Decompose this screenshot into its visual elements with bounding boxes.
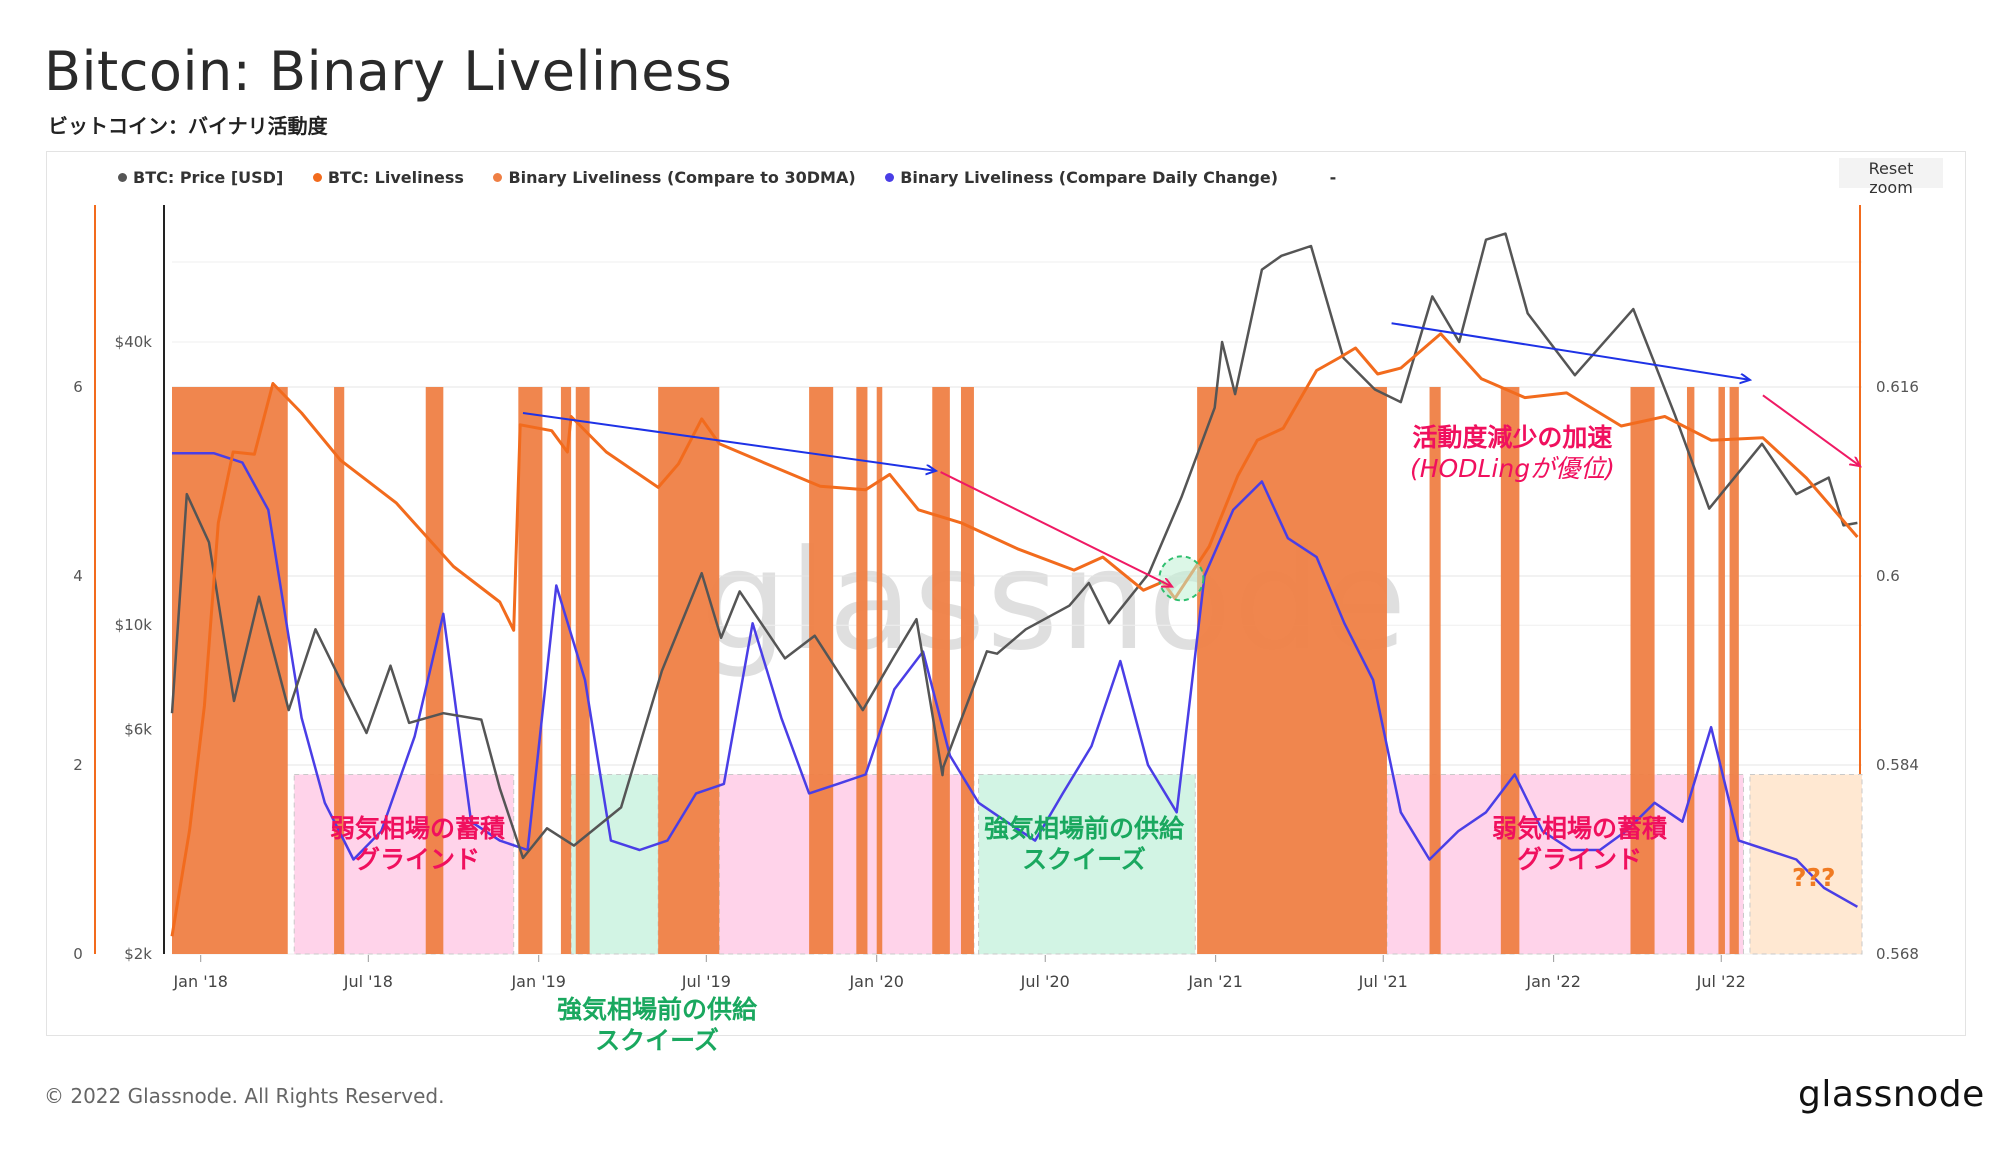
binary-30dma-block: [1729, 387, 1739, 954]
region-bear_grind: [1386, 773, 1744, 955]
x-tick-label: Jul '22: [1696, 972, 1746, 991]
x-tick-label: Jan '19: [510, 972, 566, 991]
annotation-bear-grind-2: 弱気相場の蓄積 グラインド: [1492, 813, 1667, 875]
legend-dot-icon: [493, 173, 503, 182]
x-tick-label: Jul '21: [1358, 972, 1408, 991]
annotation-line: (HODLingが優位): [1410, 454, 1615, 483]
legend-item-binary-30dma[interactable]: Binary Liveliness (Compare to 30DMA): [493, 168, 856, 187]
glassnode-logo: glassnode: [1798, 1074, 1985, 1115]
annotation-line: 弱気相場の蓄積: [330, 814, 506, 843]
chart-frame: [46, 151, 1966, 1036]
reset-zoom-button[interactable]: Reset zoom: [1839, 158, 1943, 197]
trend-arrow: [1762, 394, 1860, 466]
left-tick-label: 6: [73, 378, 83, 396]
legend-item-binary-daily[interactable]: Binary Liveliness (Compare Daily Change): [885, 168, 1278, 187]
legend-label: BTC: Liveliness: [327, 168, 464, 187]
legend-item-price[interactable]: BTC: Price [USD]: [118, 168, 283, 187]
right-tick-label: 0.616: [1876, 378, 1919, 396]
legend-label: BTC: Price [USD]: [133, 168, 284, 187]
legend-label: Binary Liveliness (Compare Daily Change): [900, 168, 1279, 187]
x-tick-label: Jan '20: [848, 972, 904, 991]
region-bear_grind: [718, 773, 975, 955]
left-tick-label: 4: [73, 567, 83, 585]
annotation-squeeze-bottom: 強気相場前の供給 スクイーズ: [557, 994, 757, 1056]
left-tick-label: 0: [73, 945, 83, 963]
annotation-line: 強気相場前の供給: [984, 814, 1185, 843]
legend-dot-icon: [118, 173, 127, 182]
price-tick-label: $10k: [115, 616, 153, 634]
legend-dot-icon: [885, 173, 895, 182]
binary-30dma-block: [856, 387, 868, 954]
annotation-bear-grind-1: 弱気相場の蓄積 グラインド: [330, 813, 505, 875]
price-line: [170, 232, 1858, 860]
x-tick-label: Jan '21: [1187, 972, 1243, 991]
annotation-line: グラインド: [1517, 845, 1643, 874]
binary-30dma-block: [560, 387, 572, 954]
page-title: Bitcoin: Binary Liveliness: [44, 40, 733, 103]
liveliness-line: [170, 332, 1859, 937]
copyright-text: © 2022 Glassnode. All Rights Reserved.: [44, 1084, 445, 1108]
right-tick-label: 0.568: [1876, 945, 1919, 963]
trend-arrow: [522, 411, 936, 471]
annotation-question: ???: [1792, 863, 1836, 892]
legend-item-liveliness[interactable]: BTC: Liveliness: [312, 168, 464, 187]
x-tick-label: Jul '20: [1020, 972, 1070, 991]
x-tick-label: Jul '19: [681, 972, 731, 991]
binary-daily-line: [172, 451, 1859, 908]
x-tick-label: Jul '18: [343, 972, 393, 991]
annotation-squeeze-top: 強気相場前の供給 スクイーズ: [984, 813, 1184, 875]
right-tick-label: 0.584: [1876, 756, 1919, 774]
chart-legend: BTC: Price [USD] BTC: Liveliness Binary …: [118, 168, 1360, 187]
legend-item-dash[interactable]: -: [1330, 168, 1337, 187]
price-tick-label: $6k: [124, 721, 152, 739]
binary-30dma-block: [658, 387, 720, 954]
binary-30dma-block: [960, 387, 974, 954]
annotation-acceleration: 活動度減少の加速 (HODLingが優位): [1410, 422, 1615, 484]
region-bear_grind: [293, 773, 515, 955]
price-tick-label: $2k: [124, 945, 152, 963]
annotation-line: スクイーズ: [595, 1026, 719, 1055]
trend-arrow: [940, 471, 1173, 587]
binary-30dma-block: [334, 387, 345, 954]
highlight-circle: [1158, 555, 1205, 602]
binary-30dma-block: [876, 387, 883, 954]
binary-30dma-block: [1197, 387, 1387, 954]
binary-30dma-block: [809, 387, 834, 954]
legend-label: Binary Liveliness (Compare to 30DMA): [508, 168, 856, 187]
annotation-line: スクイーズ: [1022, 845, 1146, 874]
annotation-line: 活動度減少の加速: [1412, 423, 1613, 452]
price-tick-label: $40k: [115, 333, 153, 351]
binary-30dma-block: [1630, 387, 1655, 954]
x-tick-label: Jan '18: [172, 972, 228, 991]
x-tick-label: Jan '22: [1525, 972, 1581, 991]
right-tick-label: 0.6: [1876, 567, 1900, 585]
binary-30dma-block: [1718, 387, 1725, 954]
binary-30dma-block: [1429, 387, 1441, 954]
annotation-line: 弱気相場の蓄積: [1492, 814, 1668, 843]
legend-dot-icon: [312, 173, 322, 182]
legend-label: -: [1329, 168, 1337, 187]
annotation-line: 強気相場前の供給: [557, 995, 758, 1024]
region-unknown: [1749, 773, 1863, 955]
binary-30dma-block: [1686, 387, 1695, 954]
region-supply_squeeze: [978, 773, 1196, 955]
binary-30dma-block: [1500, 387, 1520, 954]
trend-arrow: [1391, 322, 1750, 380]
left-tick-label: 2: [73, 756, 83, 774]
annotation-line: グラインド: [355, 845, 481, 874]
binary-30dma-block: [425, 387, 444, 954]
binary-30dma-block: [518, 387, 543, 954]
page-subtitle: ビットコイン：バイナリ活動度: [48, 114, 328, 138]
binary-30dma-block: [932, 387, 950, 954]
